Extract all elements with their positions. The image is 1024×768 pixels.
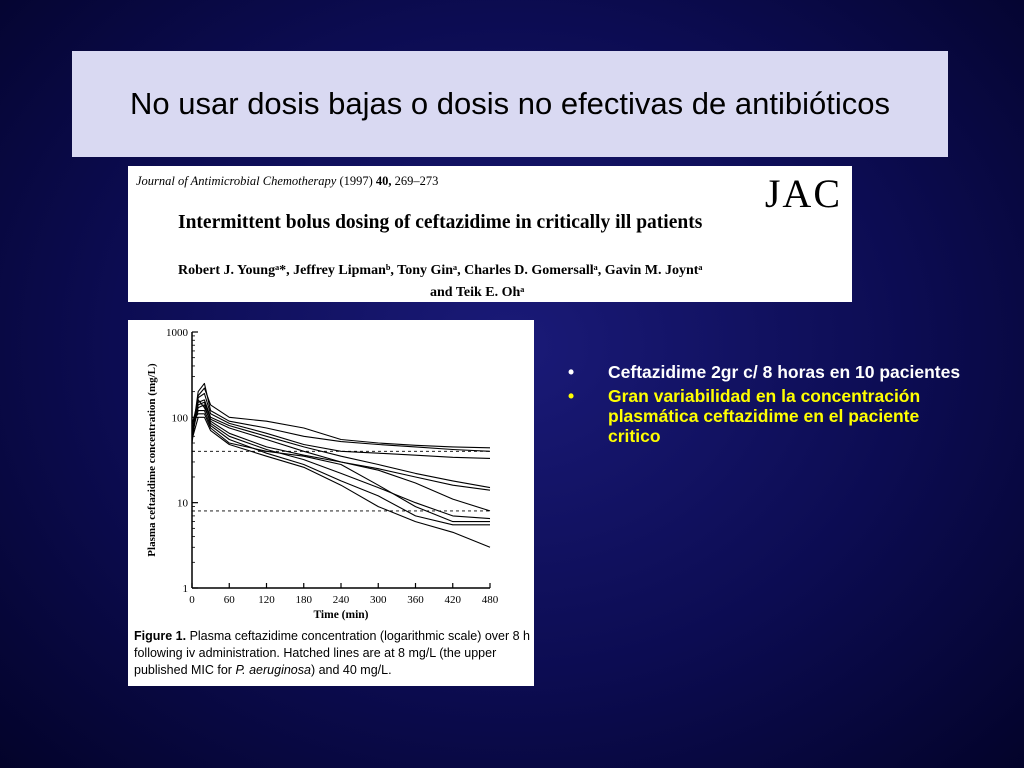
caption-end: ) and 40 mg/L. — [310, 663, 392, 677]
figure-caption: Figure 1. Plasma ceftazidime concentrati… — [134, 628, 530, 679]
x-tick-label: 300 — [370, 594, 387, 606]
bullet-list: • Ceftazidime 2gr c/ 8 horas en 10 pacie… — [568, 362, 968, 450]
patient-series-line — [191, 404, 491, 520]
patient-series-line — [191, 387, 491, 449]
slide-title: No usar dosis bajas o dosis no efectivas… — [130, 86, 890, 121]
x-tick-label: 420 — [445, 594, 462, 606]
patient-series-line — [191, 416, 491, 548]
bullet-item: • Ceftazidime 2gr c/ 8 horas en 10 pacie… — [568, 362, 968, 382]
caption-text: Plasma ceftazidime concentration (logari… — [134, 629, 530, 677]
journal-citation: Journal of Antimicrobial Chemotherapy (1… — [136, 174, 438, 189]
patient-series-line — [191, 392, 491, 459]
patient-series-line — [191, 382, 491, 452]
y-tick-label: 100 — [172, 412, 189, 424]
journal-year: (1997) — [339, 174, 373, 188]
journal-pages: 269–273 — [394, 174, 439, 188]
bullet-item: • Gran variabilidad en la concentración … — [568, 386, 968, 446]
article-title: Intermittent bolus dosing of ceftazidime… — [178, 212, 703, 233]
caption-label: Figure 1. — [134, 629, 187, 643]
y-tick-label: 1000 — [166, 327, 189, 339]
x-axis-label: Time (min) — [313, 609, 368, 621]
patient-series-line — [191, 399, 491, 489]
x-tick-label: 240 — [333, 594, 350, 606]
patient-series-line — [191, 399, 491, 512]
slide-title-box: No usar dosis bajas o dosis no efectivas… — [72, 51, 948, 157]
paper-header-image: Journal of Antimicrobial Chemotherapy (1… — [128, 166, 852, 302]
journal-volume: 40, — [375, 174, 392, 188]
authors-line-2: and Teik E. Ohᵃ — [430, 285, 525, 300]
bullet-marker: • — [568, 362, 575, 382]
x-tick-label: 180 — [296, 594, 313, 606]
y-tick-label: 1 — [183, 583, 189, 595]
jac-logo: JAC — [764, 171, 842, 216]
journal-name: Journal of Antimicrobial Chemotherapy — [136, 174, 337, 188]
author-list: Robert J. Youngᵃ*, Jeffrey Lipmanᵇ, Tony… — [178, 260, 828, 304]
y-tick-label: 10 — [177, 498, 189, 510]
patient-series-line — [191, 413, 490, 523]
patient-series-line — [191, 410, 490, 526]
bullet-text: Gran variabilidad en la concentración pl… — [608, 386, 921, 446]
figure-panel: 1 10 100 1000 0 60 120 180 240 300 360 420 480 Time (… — [128, 320, 534, 686]
authors-line-1: Robert J. Youngᵃ*, Jeffrey Lipmanᵇ, Tony… — [178, 263, 703, 278]
x-tick-label: 480 — [482, 594, 499, 606]
x-tick-label: 60 — [224, 594, 236, 606]
x-tick-label: 0 — [189, 594, 195, 606]
caption-species: P. aeruginosa — [235, 663, 311, 677]
patient-series-line — [191, 401, 491, 491]
x-tick-label: 360 — [407, 594, 424, 606]
concentration-chart: 1 10 100 1000 0 60 120 180 240 300 360 420 480 Time (… — [146, 327, 499, 621]
x-tick-label: 120 — [258, 594, 275, 606]
bullet-text: Ceftazidime 2gr c/ 8 horas en 10 pacient… — [608, 362, 961, 382]
y-axis-label: Plasma ceftazidime concentration (mg/L) — [146, 363, 158, 557]
bullet-marker: • — [568, 386, 575, 406]
